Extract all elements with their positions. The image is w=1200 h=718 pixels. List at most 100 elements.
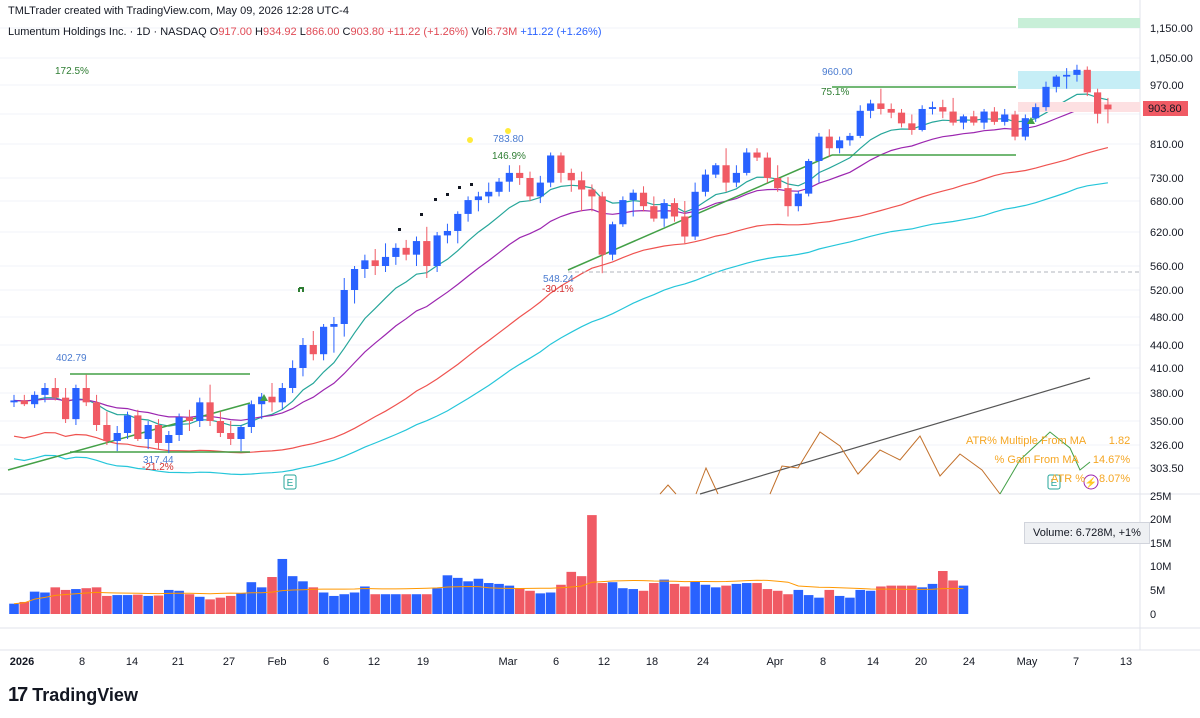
volume-axis-label: 25M — [1150, 491, 1171, 503]
candle-body — [526, 178, 534, 197]
candle-body — [588, 189, 596, 197]
price-annotation: 317.44 — [143, 455, 174, 466]
candle-body — [897, 112, 906, 124]
candle-body — [691, 191, 699, 237]
candle-body — [887, 108, 895, 113]
volume-bar — [71, 589, 81, 614]
volume-bar — [112, 595, 122, 614]
volume-bar — [834, 595, 845, 614]
high-label: H — [255, 26, 263, 38]
candle-body — [557, 155, 565, 173]
candle-body — [443, 230, 452, 236]
candle-body — [464, 200, 472, 214]
volume-bar — [483, 583, 494, 614]
candle-body — [505, 172, 513, 182]
open-label: O — [209, 26, 219, 38]
candle-body — [82, 388, 90, 403]
volume-bar — [287, 576, 298, 614]
percent-annotation: -21.2% — [142, 462, 174, 473]
atr-indicator-line — [659, 431, 1001, 495]
time-axis-label: 14 — [867, 656, 879, 668]
candle-body — [650, 206, 658, 219]
low-value: 866.00 — [305, 26, 340, 38]
candle-body — [320, 326, 328, 355]
signal-dot — [467, 137, 473, 143]
candle-body — [578, 180, 586, 190]
signal-marker — [420, 213, 423, 216]
last-price-badge — [1143, 101, 1188, 116]
candle-body — [278, 388, 286, 403]
time-axis-label: 12 — [598, 656, 610, 668]
volume-bar — [535, 593, 546, 614]
candle-body — [1032, 107, 1040, 119]
candle-body — [877, 103, 885, 109]
volume-bar — [762, 589, 773, 614]
symbol-legend: Lumentum Holdings Inc. · 1D · NASDAQ O91… — [8, 26, 602, 38]
time-axis-label: 24 — [697, 656, 709, 668]
candle-body — [175, 417, 183, 435]
candle-body — [856, 110, 864, 136]
volume-bar — [422, 594, 432, 614]
candle-body — [154, 425, 163, 443]
candle-body — [216, 421, 224, 433]
tradingview-logo[interactable]: 17 TradingView — [8, 684, 138, 707]
trendline — [567, 154, 833, 271]
time-axis-label: 27 — [223, 656, 235, 668]
change-value: +11.22 (+1.26%) — [387, 26, 469, 38]
candle-body — [454, 213, 462, 231]
time-axis-label: 20 — [915, 656, 927, 668]
volume-bar — [587, 515, 597, 614]
volume-bar — [566, 571, 577, 614]
volume-bar — [174, 590, 184, 614]
symbol-name: Lumentum Holdings Inc. · 1D · NASDAQ — [8, 26, 207, 38]
candle-body — [51, 388, 59, 398]
candle-body — [1073, 69, 1081, 75]
volume-bar — [91, 587, 102, 614]
candle-body — [990, 111, 998, 122]
volume-bar — [721, 585, 731, 614]
candle-body — [701, 174, 710, 192]
candle-body — [196, 402, 204, 421]
stat-label: ATR % — [1050, 473, 1085, 485]
sma50-line — [13, 147, 1109, 454]
percent-annotation: 146.9% — [492, 151, 526, 162]
time-axis-label: 2026 — [10, 656, 34, 668]
candle-body — [1104, 104, 1112, 110]
candle-body — [474, 196, 482, 201]
volume-bar — [597, 583, 608, 614]
signal-marker — [446, 193, 449, 196]
time-axis-label: 18 — [646, 656, 658, 668]
candle-body — [62, 397, 70, 420]
candle-body — [113, 433, 121, 441]
volume-bar — [494, 583, 504, 614]
volume-bar — [164, 589, 174, 614]
volume-bar — [741, 583, 752, 614]
volume-bar — [545, 592, 556, 614]
chart-byline: TMLTrader created with TradingView.com, … — [8, 5, 349, 17]
candle-body — [381, 256, 390, 266]
candle-body — [970, 116, 978, 123]
volume-bar — [81, 588, 92, 614]
candle-body — [1083, 69, 1091, 93]
candle-body — [670, 203, 679, 217]
price-axis-label: 440.00 — [1150, 340, 1184, 352]
candle-body — [371, 260, 379, 266]
price-axis-label: 810.00 — [1150, 139, 1184, 151]
candle-body — [1011, 114, 1019, 137]
candle-body — [1042, 86, 1050, 108]
volume-bar — [917, 587, 927, 614]
candle-body — [629, 192, 637, 201]
volume-bar — [845, 597, 855, 614]
candle-body — [608, 224, 617, 255]
candle-body — [743, 152, 751, 173]
volume-bar — [783, 594, 793, 614]
time-axis-label: Mar — [499, 656, 518, 668]
candle-body — [949, 111, 957, 123]
price-axis-label: 970.00 — [1150, 80, 1184, 92]
signal-marker — [298, 287, 304, 292]
candle-body — [980, 111, 988, 123]
stat-value: 14.67% — [1092, 454, 1131, 466]
candle-body — [185, 417, 194, 421]
time-axis-label: 13 — [1120, 656, 1132, 668]
